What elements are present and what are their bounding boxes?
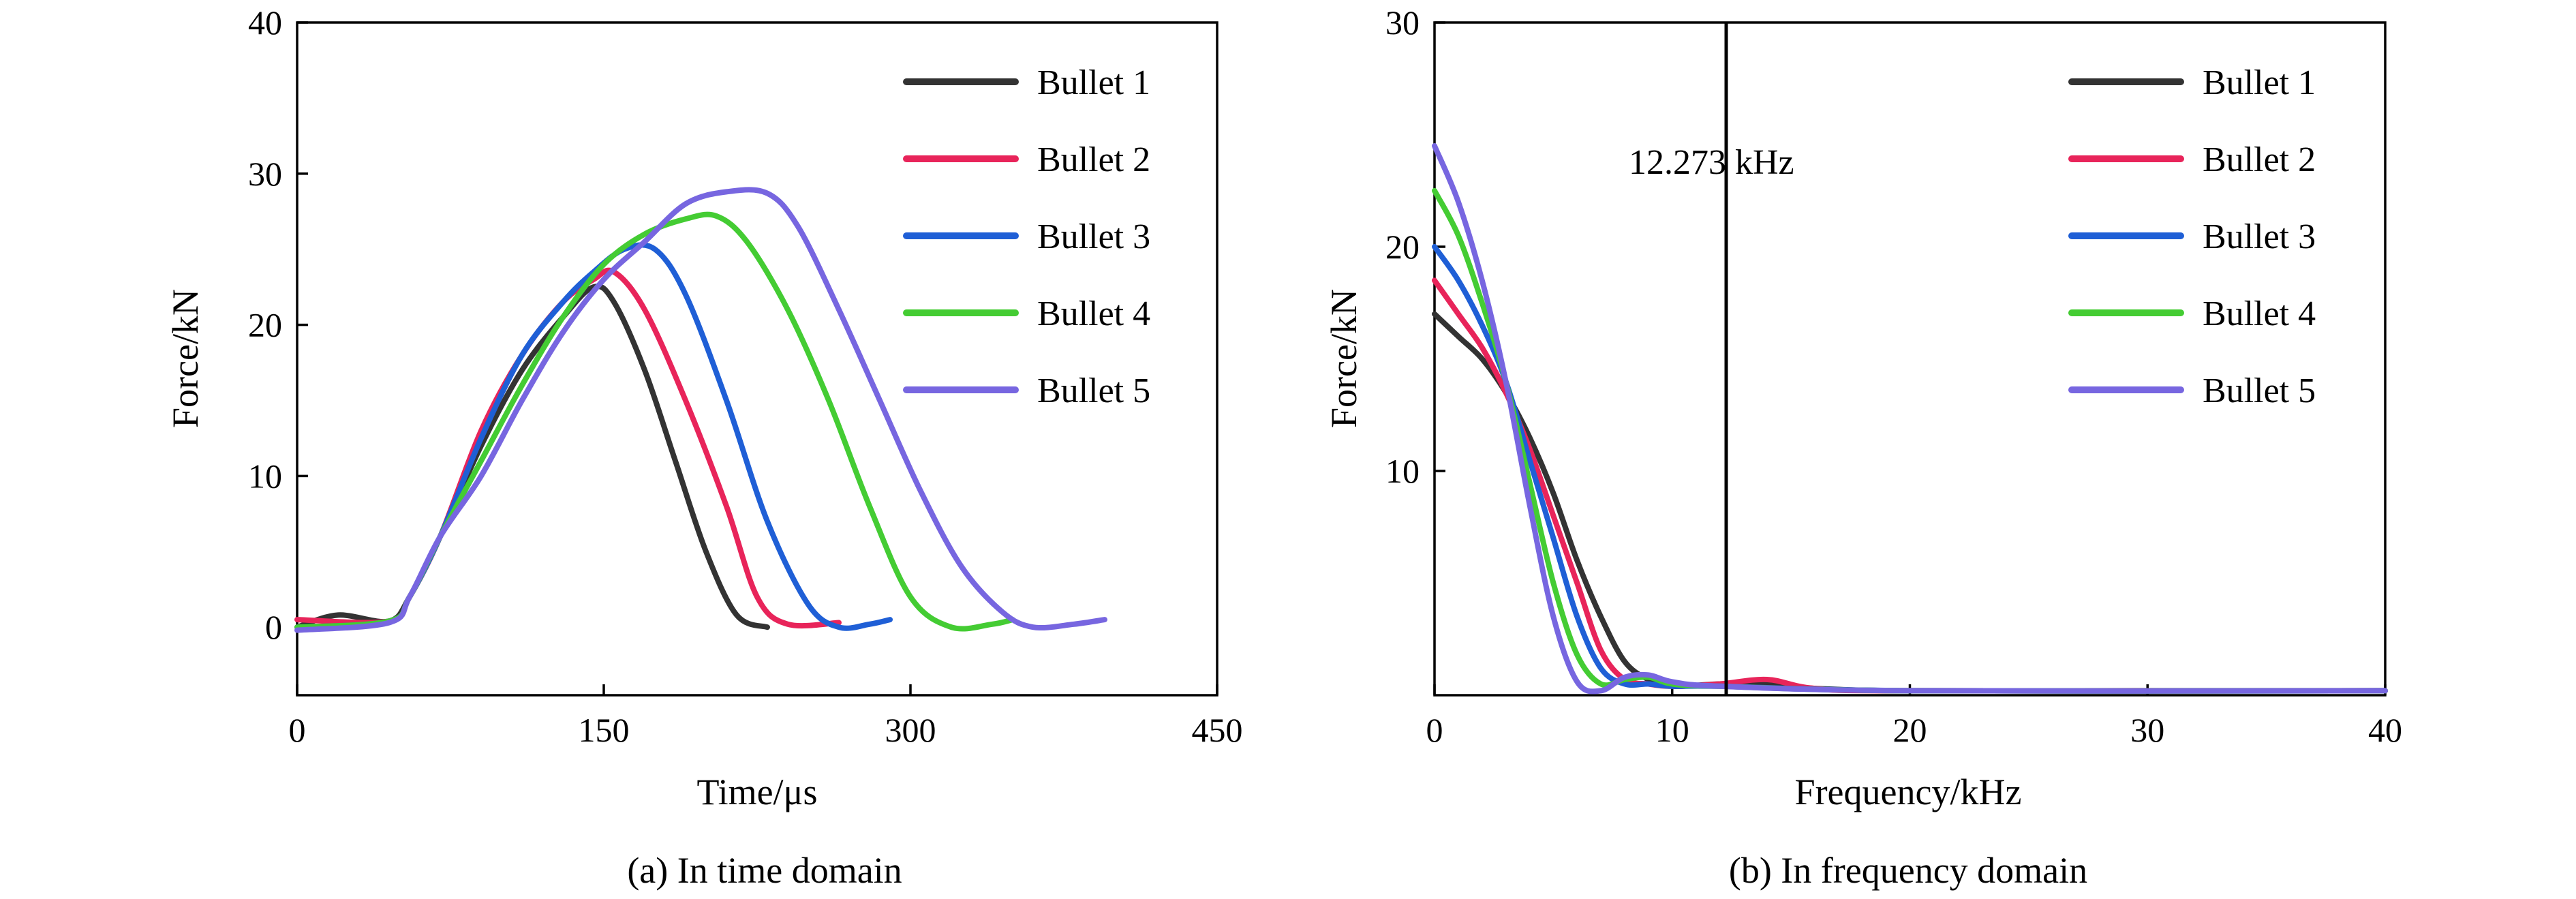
time-y-tick-label: 0 (265, 608, 282, 646)
time-series-line-bullet-4 (294, 211, 1015, 632)
time-plot-frame (296, 21, 1218, 697)
frequency-series-lines (1432, 143, 2388, 695)
frequency-plot-frame (1433, 21, 2387, 697)
frequency-x-tick-label: 40 (2368, 711, 2402, 749)
time-panel-caption: (a) In time domain (627, 850, 902, 891)
frequency-series-line-bullet-5 (1432, 143, 2388, 695)
frequency-legend-label-bullet-1: Bullet 1 (2203, 63, 2316, 102)
time-legend-label-bullet-5: Bullet 5 (1037, 371, 1150, 410)
frequency-series-line-bullet-1 (1432, 311, 2388, 694)
frequency-x-tick-label: 30 (2130, 711, 2164, 749)
time-x-tick-label: 0 (289, 711, 306, 749)
time-legend-label-bullet-2: Bullet 2 (1037, 140, 1150, 179)
frequency-y-tick-label: 30 (1385, 3, 1420, 42)
time-series-line-bullet-3 (294, 242, 893, 631)
frequency-legend: Bullet 1 Bullet 2 Bullet 3 Bullet 4 Bullet 5 (2068, 63, 2316, 410)
time-series-line-bullet-5 (294, 187, 1107, 633)
time-y-tick-label: 40 (248, 3, 282, 42)
time-x-tick-label: 150 (579, 711, 630, 749)
time-series-lines (294, 187, 1107, 633)
frequency-x-axis-title: Frequency/kHz (1795, 772, 2022, 812)
frequency-x-tick-label: 0 (1426, 711, 1443, 749)
frequency-panel-caption: (b) In frequency domain (1729, 850, 2087, 891)
frequency-y-axis-title: Force/kN (1323, 289, 1364, 428)
time-legend-label-bullet-1: Bullet 1 (1037, 63, 1150, 102)
time-x-ticks: 0 150 300 450 (289, 684, 1243, 749)
frequency-y-tick-label: 20 (1385, 228, 1420, 266)
time-legend-label-bullet-3: Bullet 3 (1037, 217, 1150, 256)
time-x-tick-label: 300 (885, 711, 936, 749)
time-y-tick-label: 20 (248, 306, 282, 344)
cutoff-frequency-label: 12.273 kHz (1629, 143, 1794, 182)
time-legend: Bullet 1 Bullet 2 Bullet 3 Bullet 4 Bullet 5 (903, 63, 1150, 410)
frequency-legend-label-bullet-2: Bullet 2 (2203, 140, 2316, 179)
frequency-x-tick-label: 10 (1655, 711, 1689, 749)
frequency-legend-label-bullet-3: Bullet 3 (2203, 217, 2316, 256)
frequency-y-tick-label: 10 (1385, 452, 1420, 490)
frequency-y-ticks: 10 20 30 (1385, 3, 1445, 490)
time-y-tick-label: 10 (248, 457, 282, 495)
time-y-axis-title: Force/kN (165, 289, 206, 428)
time-legend-label-bullet-4: Bullet 4 (1037, 294, 1150, 333)
frequency-legend-label-bullet-5: Bullet 5 (2203, 371, 2316, 410)
frequency-x-tick-label: 20 (1893, 711, 1927, 749)
time-x-tick-label: 450 (1192, 711, 1243, 749)
time-y-tick-label: 30 (248, 155, 282, 193)
frequency-legend-label-bullet-4: Bullet 4 (2203, 294, 2316, 333)
frequency-series-line-bullet-2 (1432, 277, 2388, 694)
time-x-axis-title: Time/μs (696, 772, 817, 812)
time-y-ticks: 0 10 20 30 40 (248, 3, 308, 646)
